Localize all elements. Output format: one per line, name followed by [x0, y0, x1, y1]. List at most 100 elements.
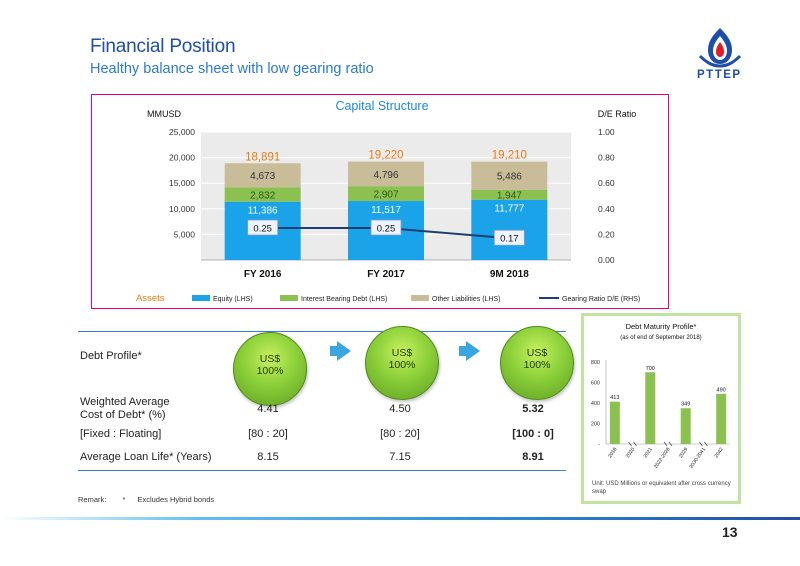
bar-value-label: 5,486	[497, 172, 522, 183]
maturity-x-tick: 2021	[643, 447, 654, 460]
row-label-line: Cost of Debt* (%)	[80, 409, 166, 421]
circle-currency-label: US$	[391, 347, 413, 359]
page-title: Financial Position	[90, 36, 236, 57]
capital-structure-chart: Capital Structure MMUSD D/E Ratio 5,000 10,0…	[136, 99, 640, 304]
maturity-y-tick: 400	[591, 401, 600, 407]
maturity-x-tick: 2029	[678, 447, 689, 460]
right-arrow-icon	[337, 341, 351, 361]
bar-segment	[224, 187, 301, 202]
legend-assets-label: Assets	[136, 293, 165, 304]
x-tick-label: FY 2016	[244, 269, 282, 280]
gearing-ratio-marker	[247, 219, 279, 236]
pttep-logo-icon	[698, 28, 742, 68]
page-subtitle: Healthy balance sheet with low gearing r…	[90, 61, 374, 77]
axis-break-mark	[663, 441, 673, 447]
legend-item-label: Interest Bearing Debt (LHS)	[301, 296, 387, 303]
bar-value-label: 11,777	[494, 204, 524, 215]
axis-break-mark	[628, 441, 637, 447]
y-tick-label: 15,000	[169, 178, 195, 188]
bar-value-label: 4,796	[373, 170, 398, 181]
gearing-ratio-marker	[370, 219, 402, 236]
legend-swatch	[192, 295, 210, 301]
maturity-bar-label: 349	[681, 402, 690, 408]
maturity-subtitle: (as of end of September 2018)	[620, 335, 701, 341]
remark-label: Remark:	[78, 495, 107, 504]
legend-item-label: Other Liabilities (LHS)	[432, 296, 500, 303]
bar-value-label: 2,832	[250, 190, 275, 201]
maturity-bar-label: 490	[717, 387, 726, 393]
unit-note: Unit: USD Millions or equivalent after c…	[592, 481, 731, 495]
legend-item-label: Equity (LHS)	[213, 296, 253, 303]
remark: Remark: * Excludes Hybrid bonds	[78, 495, 214, 504]
debt-maturity-chart: Debt Maturity Profile* (as of end of Sept…	[591, 322, 730, 470]
right-arrow-icon	[466, 341, 480, 361]
cost-of-debt-9m2018: 5.32	[522, 403, 544, 415]
currency-circle-9m2018: US$ 100%	[500, 326, 574, 400]
row-label-fixed-floating: [Fixed : Floating]	[80, 428, 162, 440]
legend-item-label: Gearing Ratio D/E (RHS)	[562, 296, 640, 303]
circle-percent-label: 100%	[523, 359, 551, 371]
bar-segment	[471, 189, 548, 200]
y-tick-label: 10,000	[169, 204, 195, 214]
bar-value-label: 2,907	[373, 190, 398, 201]
loan-life-fy2016: 8.15	[257, 451, 279, 463]
y2-tick-label: 0.20	[598, 229, 615, 239]
y-tick-label: 20,000	[169, 153, 195, 163]
y2-tick-label: 0.00	[598, 255, 615, 265]
maturity-bar	[645, 372, 656, 444]
debt-profile-top-rule	[78, 331, 566, 332]
maturity-title: Debt Maturity Profile*	[626, 322, 697, 331]
debt-profile-heading: Debt Profile*	[80, 350, 142, 362]
maturity-x-tick: 2018	[607, 447, 618, 460]
bar-segment	[471, 161, 548, 190]
y2-tick-label: 0.40	[598, 204, 615, 214]
bar-segment	[348, 161, 424, 187]
maturity-y-tick: -	[598, 442, 600, 448]
maturity-bar	[609, 401, 620, 444]
maturity-y-tick: 600	[591, 381, 600, 387]
gearing-ratio-label: 0.25	[253, 224, 272, 235]
circle-currency-label: US$	[526, 347, 548, 359]
bar-segment	[224, 163, 301, 188]
circle-percent-label: 100%	[256, 365, 284, 377]
legend-swatch	[411, 295, 429, 301]
debt-maturity-panel	[581, 313, 741, 504]
currency-circle-fy2017: US$ 100%	[365, 326, 439, 400]
row-label-line: Weighted Average	[80, 396, 170, 408]
y2-tick-label: 0.80	[598, 153, 615, 163]
row-label-cost-of-debt: Weighted Average Cost of Debt* (%)	[80, 396, 170, 422]
bar-value-label: 11,517	[371, 205, 401, 216]
maturity-x-tick: 2022-2028	[653, 447, 672, 470]
bar-value-label: 1,947	[497, 191, 522, 202]
gearing-ratio-label: 0.25	[377, 224, 396, 235]
currency-circle-fy2016: US$ 100%	[233, 332, 307, 406]
maturity-y-tick: 800	[591, 360, 600, 366]
fixed-floating-fy2017: [80 : 20]	[380, 428, 420, 440]
row-label-loan-life: Average Loan Life* (Years)	[80, 451, 212, 463]
y2-tick-label: 0.60	[598, 178, 615, 188]
maturity-y-tick: 200	[591, 422, 600, 428]
gearing-ratio-marker	[493, 229, 525, 246]
maturity-x-tick: 2042	[713, 447, 724, 460]
arrow-shaft	[330, 346, 338, 356]
right-axis-label: D/E Ratio	[598, 109, 637, 119]
maturity-bar-label: 413	[610, 395, 619, 401]
maturity-bar	[680, 408, 691, 444]
total-assets-label: 19,210	[492, 150, 527, 162]
legend-swatch	[280, 295, 298, 301]
x-tick-label: 9M 2018	[490, 269, 529, 280]
maturity-bar	[716, 393, 727, 444]
bar-segment	[348, 186, 424, 202]
remark-star: *	[122, 495, 126, 504]
y-tick-label: 5,000	[174, 229, 196, 239]
total-assets-label: 18,891	[245, 151, 280, 163]
fixed-floating-fy2016: [80 : 20]	[248, 428, 288, 440]
loan-life-fy2017: 7.15	[389, 451, 411, 463]
capital-structure-frame	[91, 94, 669, 309]
footer-bar	[0, 517, 800, 520]
x-tick-label: FY 2017	[367, 269, 405, 280]
circle-currency-label: US$	[259, 353, 281, 365]
left-axis-label: MMUSD	[147, 109, 181, 119]
circle-percent-label: 100%	[388, 359, 416, 371]
debt-profile-bottom-rule	[78, 470, 566, 471]
